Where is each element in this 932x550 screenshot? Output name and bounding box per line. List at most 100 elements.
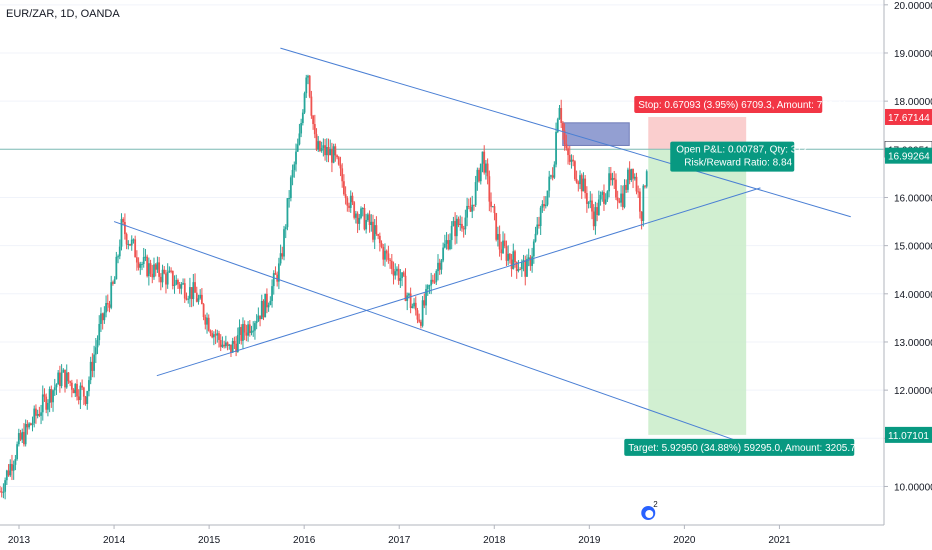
candle-body [483,151,486,173]
candle-body [293,164,296,170]
candle-body [29,423,32,426]
candle-body [380,243,383,247]
candle-body [165,273,167,285]
candle-body [343,181,345,195]
candle-body [216,333,219,336]
candle-body [319,141,321,151]
candle-body [221,344,224,347]
candle-body [450,225,453,241]
candle-body [161,269,164,283]
candle-body [384,250,386,260]
candle-body [604,199,607,204]
candle-body [479,163,482,182]
candle-body [394,271,397,276]
candle-body [12,464,15,471]
candle-body [592,211,595,227]
candle-body [461,223,463,229]
candle-body [360,208,362,218]
candle-body [455,218,458,237]
event-marker-label: 2 [653,500,658,509]
candle-body [469,207,472,212]
candle-body [642,185,645,221]
candle-body [0,491,1,493]
target-label-bg [624,438,855,456]
candle-body [211,333,214,338]
candle-body [154,264,157,270]
price-axis-bg [884,0,932,550]
candle-body [40,412,42,416]
candle-body [312,115,315,125]
candle-body [356,213,359,224]
candle-body [86,391,89,404]
candle-body [546,190,549,205]
candle-body [520,261,523,270]
candle-body [212,334,215,338]
candle-body [543,204,545,207]
candle-body [276,274,279,282]
candle-body [437,262,439,272]
candle-body [457,218,460,225]
candle-body [149,263,152,274]
candle-body [385,250,388,254]
candle-body [572,159,575,162]
candle-body [240,327,243,341]
candle-body [496,234,499,240]
candle-body [419,321,422,326]
candle-body [423,300,426,306]
candle-body [153,264,155,278]
candle-body [279,253,282,264]
price-tag-bg [885,108,932,125]
candle-body [166,272,169,285]
candle-body [233,340,236,344]
candle-body [228,344,231,346]
candle-body [478,169,480,182]
candle-body [433,281,436,283]
candle-body [173,284,176,286]
candle-body [644,185,646,187]
candle-body [608,173,611,192]
candle-body [226,342,229,346]
candle-body [580,175,583,192]
candle-body [231,340,234,353]
candle-body [620,193,622,203]
candle-body [573,161,576,180]
candle-body [199,294,202,299]
candle-body [639,191,641,212]
candle-body [401,272,403,279]
candle-body [358,217,361,224]
candle-body [334,146,337,156]
candle-body [531,256,534,266]
candle-body [36,413,39,416]
price-tick-label: 20.00000 [894,1,932,12]
candle-body [402,272,405,276]
candle-body [129,244,131,246]
candle-body [55,384,58,388]
price-tag-entry: 16.99264 [885,147,932,164]
candle-body [349,195,352,208]
candle-body [247,324,249,336]
candle-body [171,270,174,286]
candle-body [64,369,66,388]
candle-body [183,283,186,299]
candle-body [591,200,593,212]
candle-body [139,264,142,268]
candle-body [560,108,563,123]
candle-body [163,269,166,274]
candle-body [300,123,303,134]
target-label-text: Target: 5.92950 (34.88%) 59295.0, Amount… [628,443,861,454]
price-tag-text: 11.07101 [888,431,929,442]
candle-body [48,389,51,403]
candle-body [548,176,551,191]
candle-body [390,260,393,270]
candle-body [209,330,212,334]
candle-body [91,361,94,371]
candle-body [339,164,342,169]
candle-body [425,289,427,306]
time-tick-label: 2017 [388,535,411,546]
candle-body [327,147,330,156]
candle-body [382,246,385,260]
candle-body [38,413,41,416]
candle-body [491,206,494,208]
candle-body [632,168,634,179]
